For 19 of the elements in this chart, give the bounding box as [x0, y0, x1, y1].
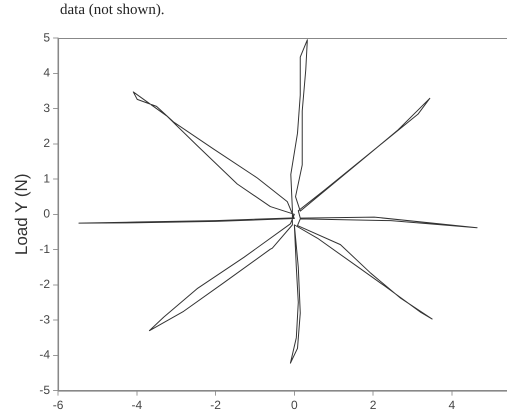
y-tick-label: -4 [39, 348, 50, 362]
y-tick-label: -5 [39, 382, 50, 397]
x-tick-label: -6 [52, 398, 64, 412]
y-axis-title: Load Y (N) [12, 174, 31, 256]
y-tick-label: 3 [43, 100, 50, 115]
y-tick-label: 4 [43, 66, 50, 80]
y-tick-label: -1 [39, 242, 50, 256]
y-tick-label: 5 [43, 30, 50, 44]
x-tick-label: -4 [131, 398, 142, 412]
text: data (not shown). [59, 1, 166, 20]
x-tick-label: 4 [448, 398, 456, 412]
y-tick-label: -3 [39, 312, 50, 326]
x-tick-label: -2 [210, 398, 222, 412]
x-tick-label: 2 [370, 398, 377, 412]
y-tick-label: 0 [43, 206, 50, 221]
y-tick-label: 2 [43, 136, 50, 150]
y-tick-label: 1 [43, 171, 50, 186]
y-tick-label: -2 [39, 277, 50, 292]
x-tick-label: 0 [291, 398, 298, 412]
